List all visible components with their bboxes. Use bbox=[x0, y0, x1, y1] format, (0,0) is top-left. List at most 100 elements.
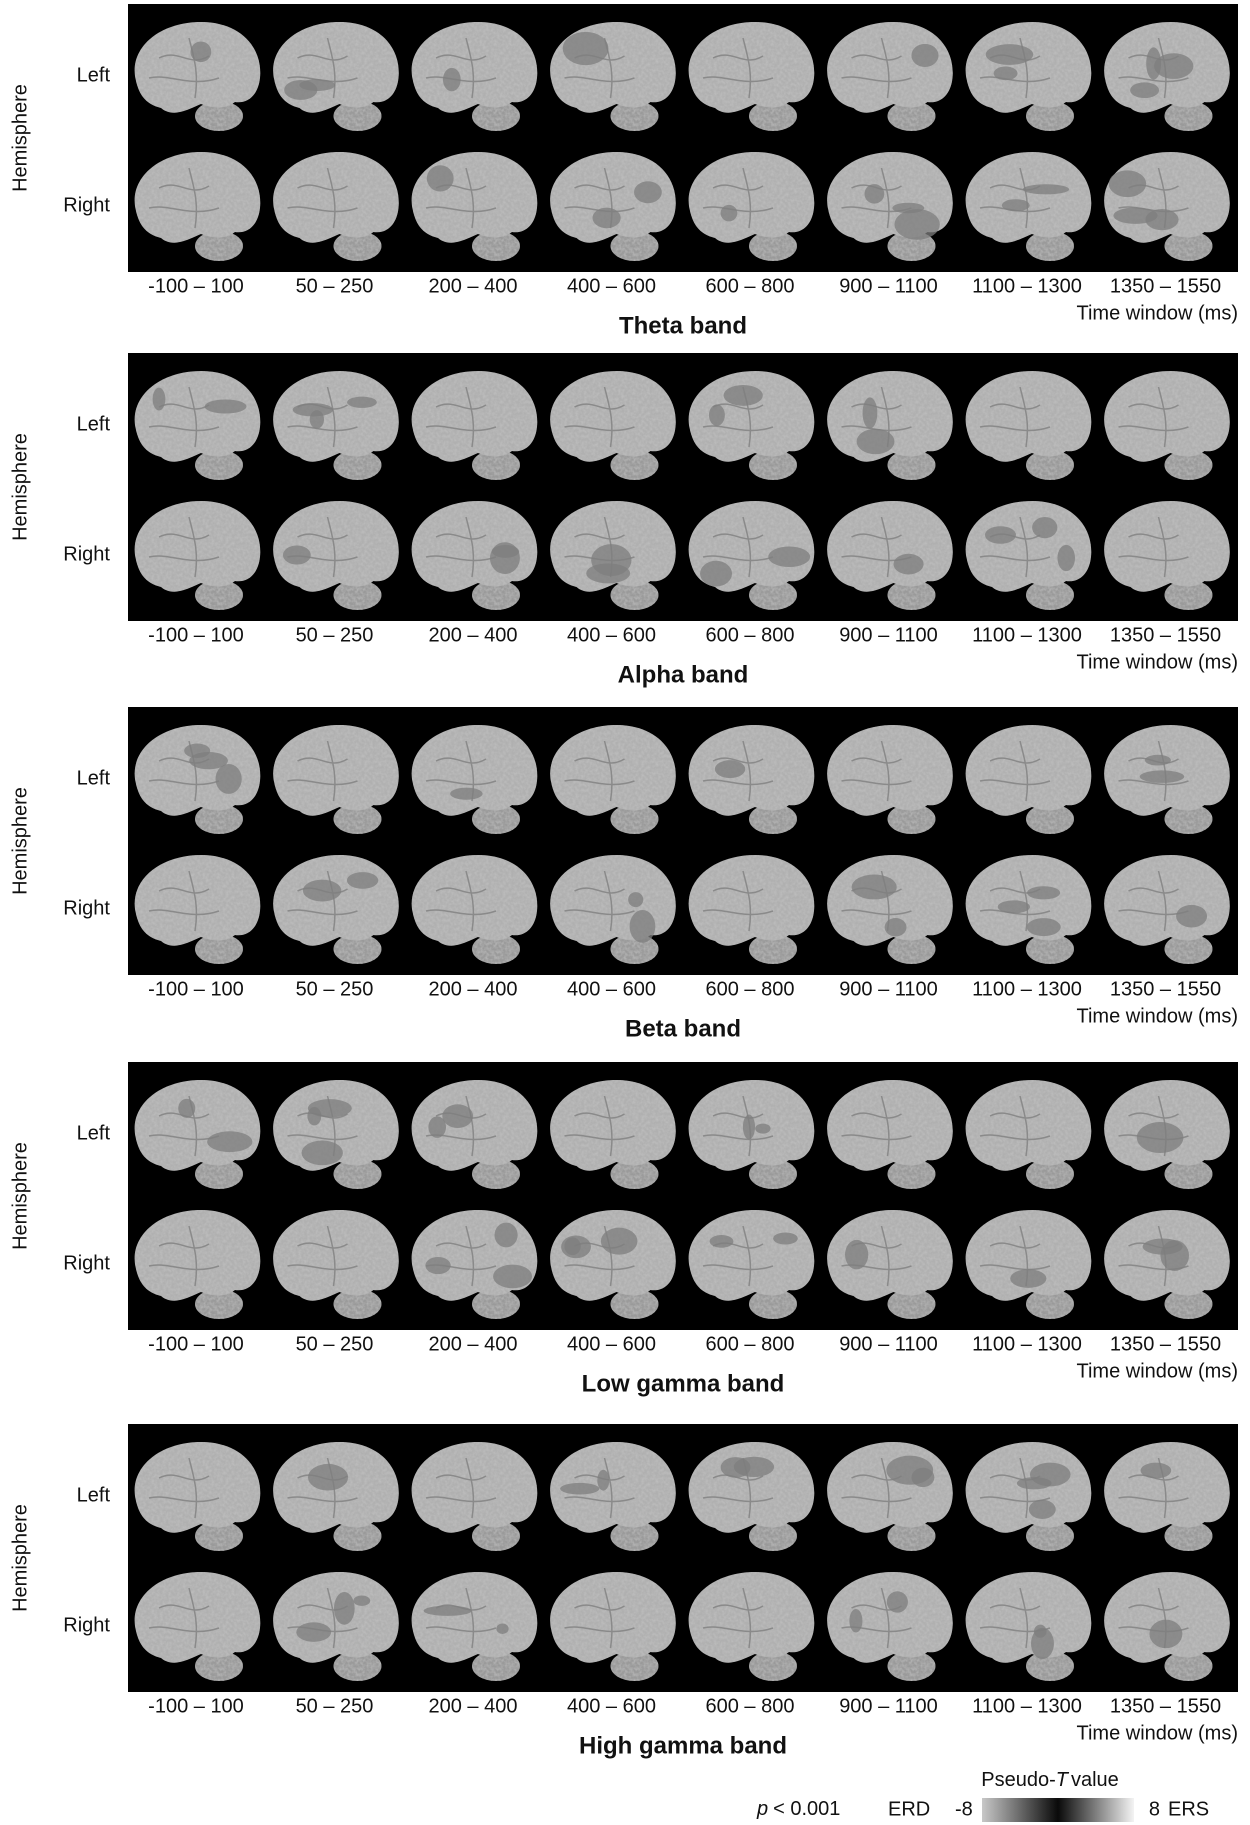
time-window-label: 600 – 800 bbox=[706, 1695, 795, 1717]
activation-patch bbox=[207, 1131, 252, 1152]
activation-patch bbox=[347, 872, 378, 889]
time-window-label: -100 – 100 bbox=[148, 275, 244, 297]
activation-patch bbox=[205, 399, 247, 413]
time-window-label: 200 – 400 bbox=[429, 978, 518, 1000]
activation-patch bbox=[710, 1235, 734, 1248]
activation-patch bbox=[912, 1468, 935, 1487]
time-window-label: 1350 – 1550 bbox=[1110, 1695, 1221, 1717]
panel-title: High gamma band bbox=[579, 1732, 787, 1759]
activation-patch bbox=[495, 1223, 518, 1248]
activation-patch bbox=[1023, 184, 1069, 194]
time-window-label: -100 – 100 bbox=[148, 978, 244, 1000]
activation-patch bbox=[1145, 755, 1171, 766]
activation-patch bbox=[885, 918, 907, 936]
activation-patch bbox=[734, 1457, 774, 1477]
activation-patch bbox=[442, 1104, 473, 1128]
activation-patch bbox=[1137, 1122, 1184, 1153]
time-window-label: 400 – 600 bbox=[567, 624, 656, 646]
x-axis-label: Time window (ms) bbox=[1077, 1360, 1239, 1382]
row-label: Right bbox=[63, 897, 110, 919]
activation-patch bbox=[1029, 1500, 1056, 1519]
activation-patch bbox=[743, 1114, 755, 1139]
activation-patch bbox=[1027, 886, 1060, 899]
time-window-label: 200 – 400 bbox=[429, 624, 518, 646]
activation-patch bbox=[443, 68, 461, 91]
activation-patch bbox=[592, 208, 620, 229]
activation-patch bbox=[1002, 199, 1030, 211]
time-window-label: 1100 – 1300 bbox=[972, 275, 1082, 297]
time-window-label: 1350 – 1550 bbox=[1110, 275, 1221, 297]
activation-patch bbox=[998, 900, 1030, 913]
time-window-label: 1350 – 1550 bbox=[1110, 1333, 1221, 1355]
activation-patch bbox=[450, 788, 482, 800]
time-window-label: 600 – 800 bbox=[706, 275, 795, 297]
activation-patch bbox=[190, 41, 211, 62]
time-window-label: 600 – 800 bbox=[706, 978, 795, 1000]
hemisphere-label: Hemisphere bbox=[9, 433, 31, 541]
activation-patch bbox=[865, 184, 885, 203]
colorbar-gradient bbox=[982, 1798, 1134, 1822]
activation-patch bbox=[894, 554, 924, 575]
activation-patch bbox=[1140, 770, 1184, 783]
activation-patch bbox=[296, 1622, 331, 1642]
activation-patch bbox=[994, 67, 1018, 81]
panel-title: Low gamma band bbox=[582, 1370, 785, 1397]
activation-patch bbox=[561, 1235, 591, 1258]
activation-patch bbox=[857, 429, 895, 454]
activation-patch bbox=[1017, 1477, 1052, 1489]
activation-patch bbox=[347, 397, 377, 408]
activation-patch bbox=[892, 203, 924, 214]
time-window-label: 1350 – 1550 bbox=[1110, 624, 1221, 646]
activation-patch bbox=[308, 1464, 348, 1491]
time-window-label: 1100 – 1300 bbox=[972, 624, 1082, 646]
activation-patch bbox=[1130, 82, 1159, 98]
activation-patch bbox=[1141, 1463, 1172, 1479]
activation-patch bbox=[986, 44, 1033, 65]
time-window-label: 200 – 400 bbox=[429, 1695, 518, 1717]
activation-patch bbox=[427, 165, 454, 191]
activation-patch bbox=[628, 892, 643, 907]
activation-patch bbox=[1057, 545, 1075, 571]
activation-patch bbox=[1149, 1620, 1182, 1649]
row-label: Left bbox=[77, 413, 111, 435]
activation-patch bbox=[721, 205, 738, 221]
row-label: Left bbox=[77, 1484, 111, 1506]
time-window-label: 600 – 800 bbox=[706, 1333, 795, 1355]
row-label: Right bbox=[63, 543, 110, 565]
activation-patch bbox=[715, 760, 745, 778]
activation-patch bbox=[849, 1609, 862, 1633]
time-window-label: 400 – 600 bbox=[567, 978, 656, 1000]
row-label: Left bbox=[77, 1122, 111, 1144]
activation-patch bbox=[597, 1470, 609, 1491]
row-label: Right bbox=[63, 1614, 110, 1636]
time-window-label: 900 – 1100 bbox=[839, 1695, 938, 1717]
figure: Hemisphere Left Right -100 – 100 50 – 250 200… bbox=[0, 0, 1250, 1825]
activation-patch bbox=[496, 1624, 508, 1634]
activation-patch bbox=[490, 542, 520, 574]
time-window-label: 1100 – 1300 bbox=[972, 1333, 1082, 1355]
activation-patch bbox=[630, 910, 656, 943]
activation-patch bbox=[755, 1124, 770, 1134]
panel-title: Theta band bbox=[619, 312, 747, 339]
activation-patch bbox=[724, 385, 763, 406]
activation-patch bbox=[768, 546, 810, 567]
activation-patch bbox=[1032, 517, 1057, 538]
row-label: Left bbox=[77, 64, 111, 86]
activation-patch bbox=[887, 1591, 908, 1612]
time-window-label: 200 – 400 bbox=[429, 275, 518, 297]
time-window-label: 50 – 250 bbox=[296, 624, 374, 646]
activation-patch bbox=[560, 1483, 599, 1495]
activation-patch bbox=[863, 397, 878, 428]
activation-patch bbox=[911, 44, 938, 67]
row-label: Right bbox=[63, 194, 110, 216]
time-window-label: 900 – 1100 bbox=[839, 275, 938, 297]
activation-patch bbox=[1160, 1240, 1189, 1271]
time-window-label: 900 – 1100 bbox=[839, 624, 938, 646]
time-window-label: -100 – 100 bbox=[148, 1695, 244, 1717]
time-window-label: 50 – 250 bbox=[296, 275, 374, 297]
activation-patch bbox=[353, 1596, 370, 1606]
time-window-label: 900 – 1100 bbox=[839, 1333, 938, 1355]
x-axis-label: Time window (ms) bbox=[1077, 651, 1239, 673]
